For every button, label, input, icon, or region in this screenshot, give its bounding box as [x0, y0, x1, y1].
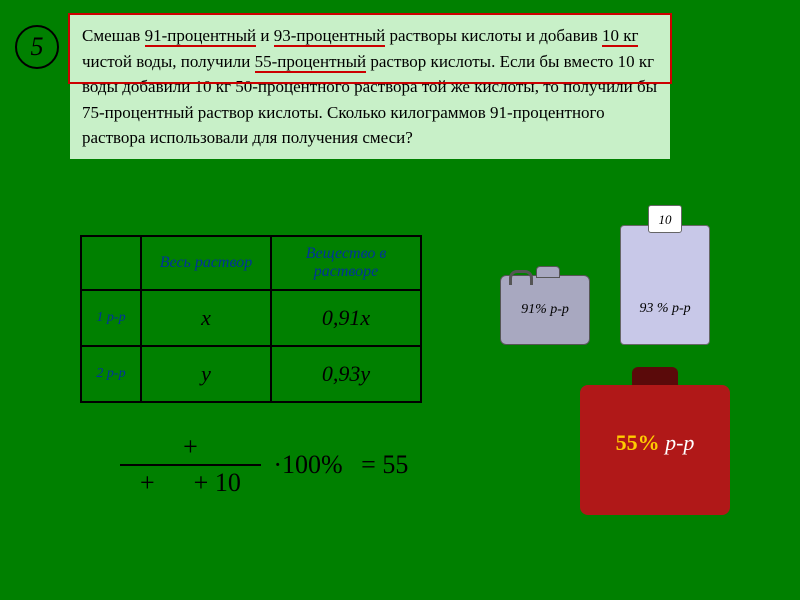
cylinder-cap-10: 10 — [648, 205, 682, 233]
den-plus10: + 10 — [194, 468, 241, 497]
red-jar-label: 55% р-р — [580, 430, 730, 456]
row2-y: y — [141, 346, 271, 402]
red-highlight-box — [68, 13, 672, 84]
equation: + + + 10 ·100% = 55 — [120, 430, 414, 500]
fraction-denominator: + + 10 — [120, 466, 261, 500]
slide-number: 5 — [31, 32, 44, 62]
solution-table: Весь раствор Вещество в растворе 1 р-р x… — [80, 235, 422, 403]
canister-91-label: 91% р-р — [501, 302, 589, 318]
table-header-row: Весь раствор Вещество в растворе — [81, 236, 421, 290]
row1-091x: 0,91x — [271, 290, 421, 346]
row2-093y: 0,93y — [271, 346, 421, 402]
equation-mult: ·100% — [273, 450, 342, 479]
fraction: + + + 10 — [120, 430, 261, 500]
equation-result: = 55 — [361, 450, 408, 479]
table-header-substance: Вещество в растворе — [271, 236, 421, 290]
row1-x: x — [141, 290, 271, 346]
table-row: 2 р-р y 0,93y — [81, 346, 421, 402]
fraction-numerator: + — [120, 430, 261, 466]
red-jar-55: 55% р-р — [580, 385, 730, 515]
den-plus: + — [140, 468, 155, 497]
canister-91: 91% р-р — [500, 275, 590, 345]
cylinder-93: 93 % р-р — [620, 225, 710, 345]
red-jar-percent: 55% — [616, 430, 660, 455]
slide-number-circle: 5 — [15, 25, 59, 69]
row2-label: 2 р-р — [81, 346, 141, 402]
table-row: 1 р-р x 0,91x — [81, 290, 421, 346]
table-corner — [81, 236, 141, 290]
table-header-solution: Весь раствор — [141, 236, 271, 290]
red-jar-suffix: р-р — [660, 430, 695, 455]
cylinder-93-label: 93 % р-р — [621, 301, 709, 317]
row1-label: 1 р-р — [81, 290, 141, 346]
